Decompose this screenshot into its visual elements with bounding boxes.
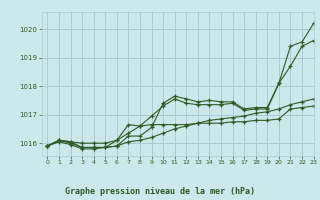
Text: Graphe pression niveau de la mer (hPa): Graphe pression niveau de la mer (hPa)	[65, 187, 255, 196]
